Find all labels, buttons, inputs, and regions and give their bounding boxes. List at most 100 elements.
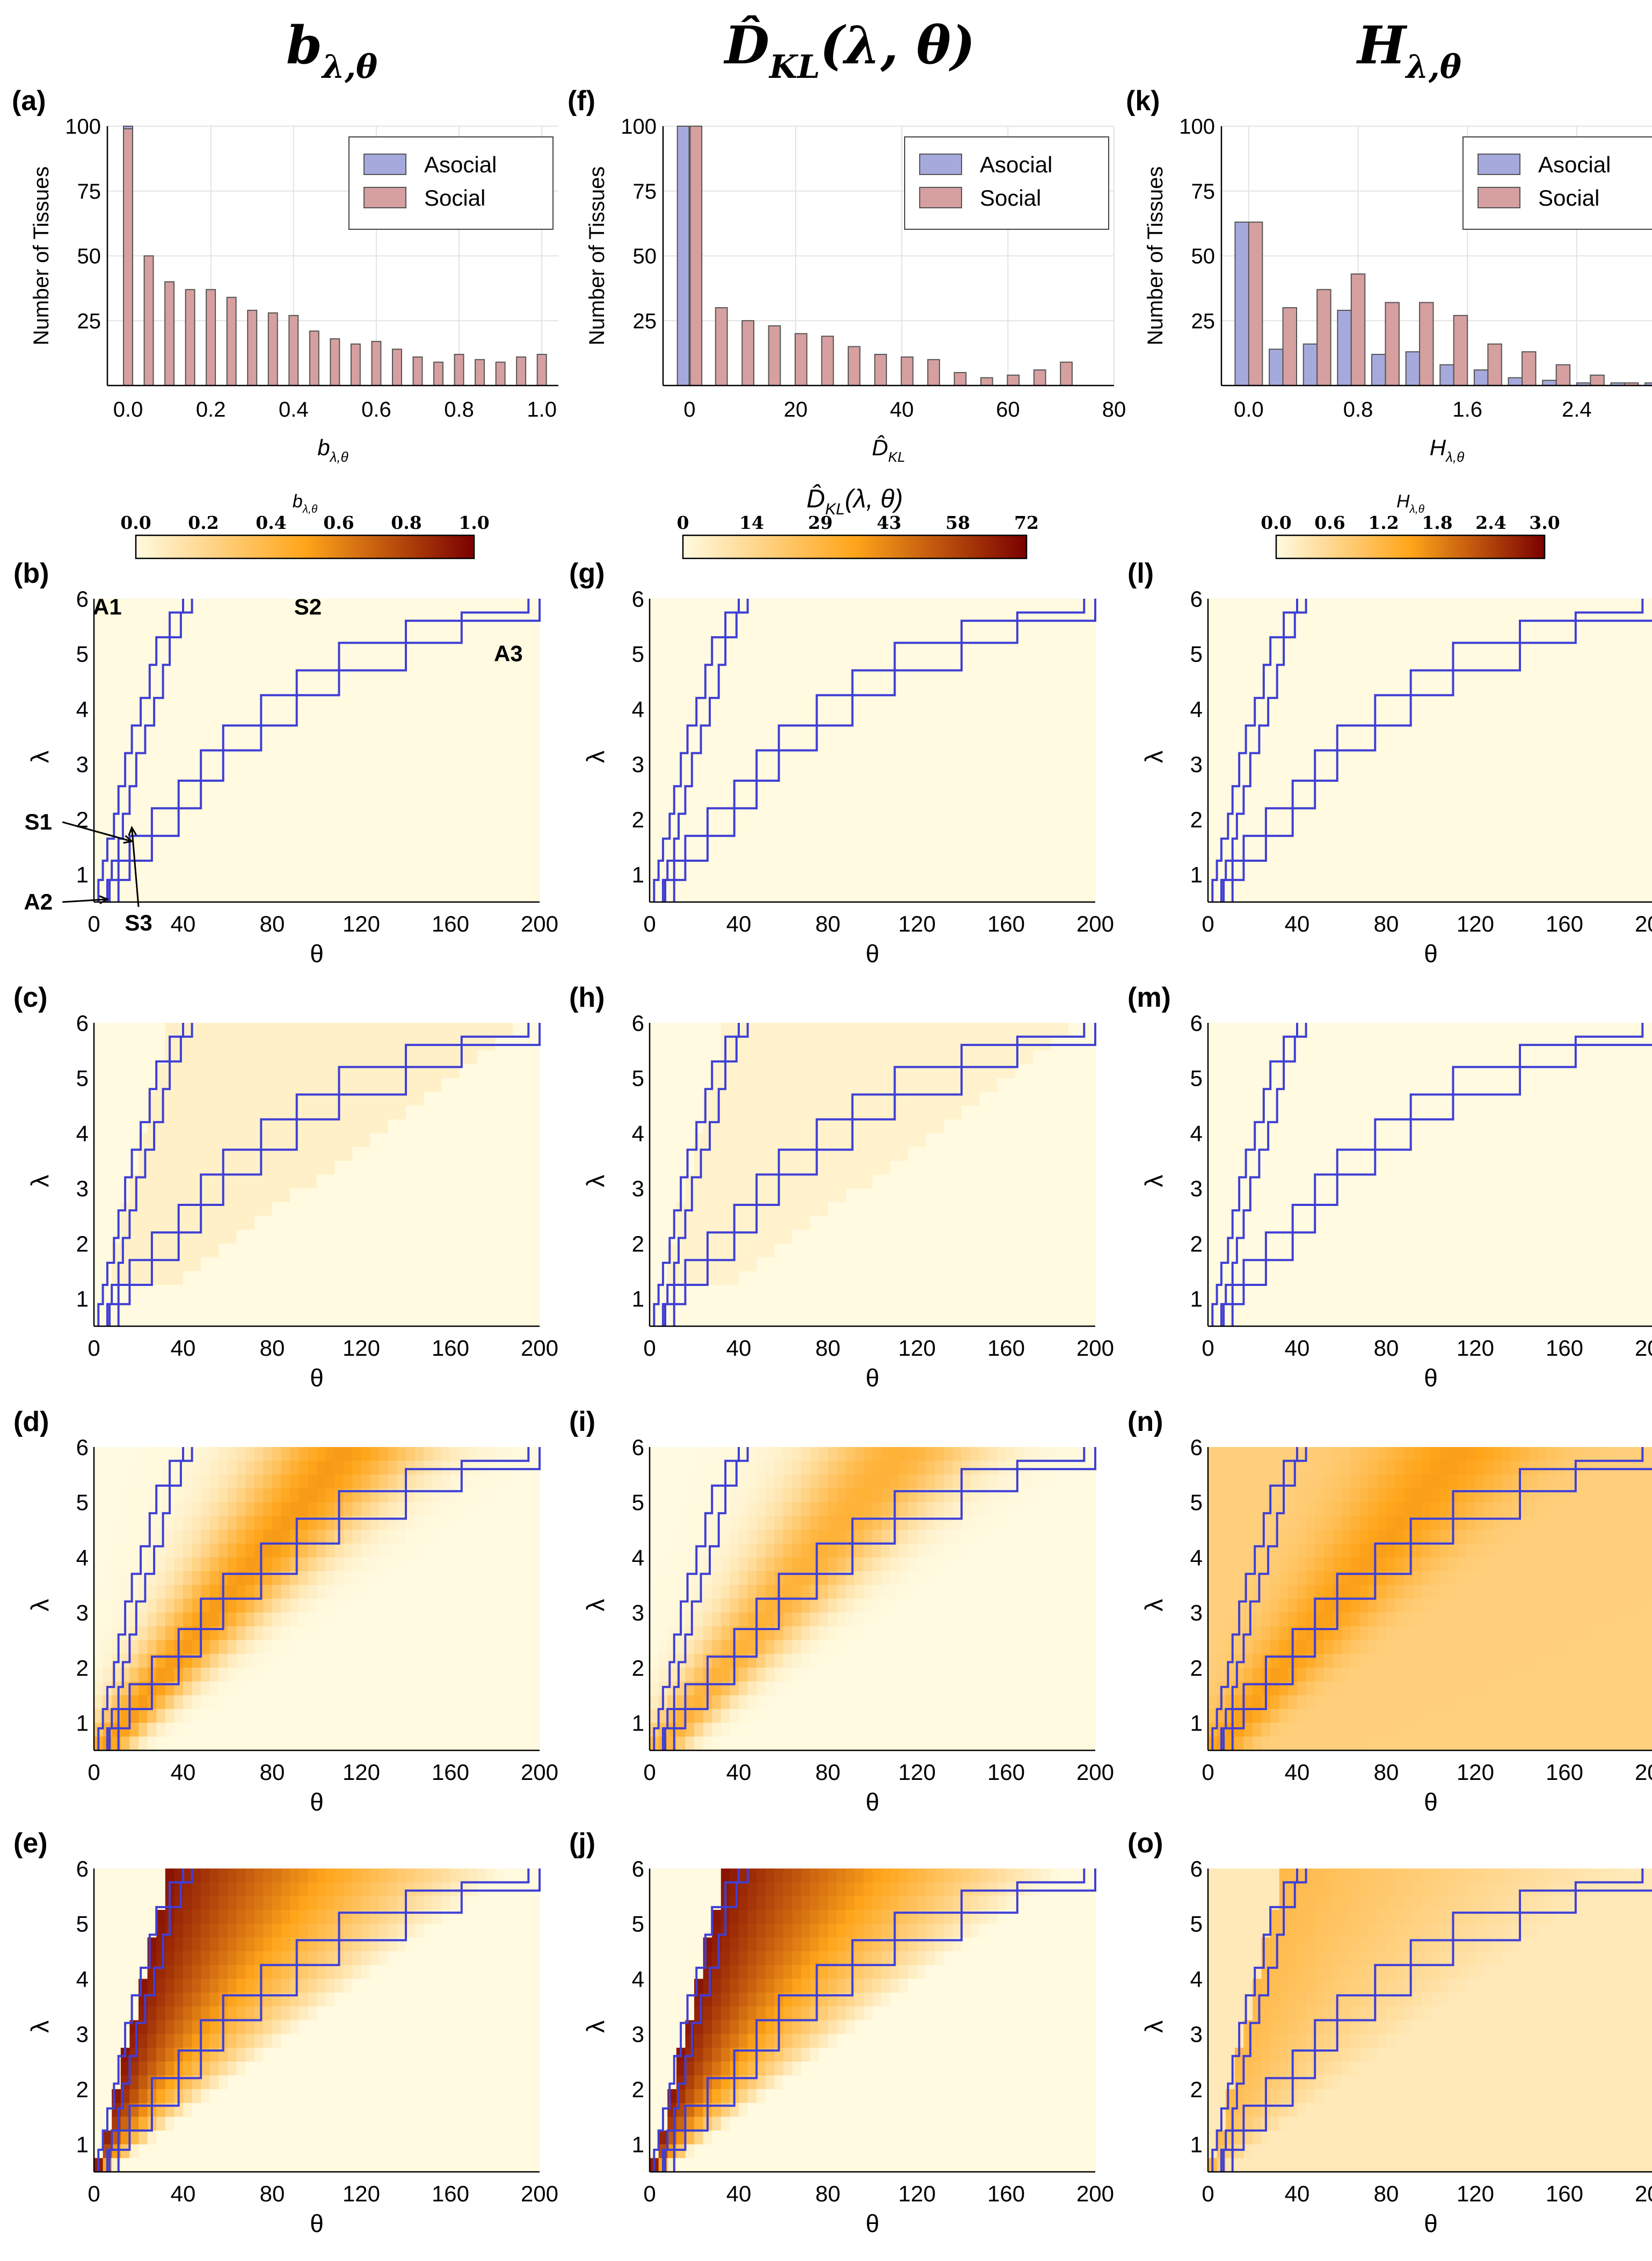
heatmap-cell	[1032, 805, 1042, 820]
heatmap-cell	[441, 750, 451, 765]
heatmap-cell	[1609, 888, 1619, 903]
heatmap-cell	[120, 612, 130, 627]
heatmap-cell	[1609, 612, 1619, 627]
heatmap-cell	[281, 1257, 290, 1271]
heatmap-cell	[147, 1133, 157, 1147]
heatmap-cell	[1368, 819, 1378, 834]
heatmap-cell	[685, 1023, 695, 1037]
heatmap-cell	[504, 1188, 513, 1203]
heatmap-cell	[228, 833, 237, 847]
heatmap-cell	[192, 1023, 201, 1037]
heatmap-cell	[343, 874, 353, 889]
heatmap-cell	[1431, 695, 1440, 710]
heatmap-cell	[183, 612, 193, 627]
heatmap-cell	[504, 805, 513, 820]
heatmap-cell	[112, 709, 121, 723]
heatmap-cell	[917, 888, 927, 903]
heatmap-cell	[997, 667, 1007, 682]
heatmap-cell	[228, 819, 237, 834]
heatmap-cell	[495, 777, 505, 793]
y-tick-label: 3	[632, 752, 644, 777]
heatmap-cell	[254, 764, 264, 779]
heatmap-cell	[103, 1160, 112, 1175]
heatmap-cell	[308, 1160, 317, 1175]
heatmap-cell	[147, 750, 157, 765]
heatmap-cell	[926, 791, 935, 806]
heatmap-cell	[139, 1078, 148, 1093]
heatmap-cell	[1288, 667, 1298, 682]
social-bar	[1555, 364, 1571, 386]
heatmap-cell	[477, 723, 486, 737]
heatmap-cell	[370, 1133, 380, 1147]
heatmap-cell	[988, 819, 998, 834]
heatmap-cell	[192, 1271, 201, 1285]
heatmap-cell	[397, 764, 406, 779]
heatmap-cell	[943, 599, 953, 613]
heatmap-cell	[1449, 791, 1458, 806]
heatmap-cell	[379, 626, 389, 641]
heatmap-cell	[317, 819, 326, 834]
heatmap-cell	[1315, 791, 1324, 806]
heatmap-cell	[530, 805, 540, 820]
heatmap-cell	[1086, 777, 1096, 793]
heatmap-cell	[1288, 764, 1298, 779]
heatmap-cell	[988, 805, 998, 820]
heatmap-cell	[908, 805, 918, 820]
heatmap-cell	[667, 1312, 677, 1327]
heatmap-cell	[792, 791, 802, 806]
heatmap-cell	[1644, 612, 1652, 627]
heatmap-cell	[756, 1147, 766, 1161]
heatmap-cell	[352, 1243, 362, 1258]
heatmap-cell	[183, 1036, 193, 1051]
heatmap-cell	[236, 1106, 246, 1120]
heatmap-cell	[1217, 599, 1226, 613]
heatmap-cell	[908, 874, 918, 889]
heatmap-cell	[801, 626, 811, 641]
social-bar	[1590, 374, 1605, 386]
social-bar	[288, 315, 299, 387]
heatmap-cell	[432, 653, 442, 668]
heatmap-cell	[290, 1216, 300, 1230]
heatmap-cell	[379, 888, 389, 903]
heatmap-cell	[1627, 612, 1636, 627]
heatmap-cell	[801, 847, 811, 861]
heatmap-cell	[872, 805, 882, 820]
heatmap-cell	[317, 1036, 326, 1051]
heatmap-cell	[756, 1216, 766, 1230]
heatmap-cell	[263, 681, 273, 696]
heatmap-cell	[1288, 653, 1298, 668]
heatmap-cell	[1359, 791, 1369, 806]
heatmap-cell	[120, 1147, 130, 1161]
heatmap-cell	[1609, 723, 1619, 737]
heatmap-cell	[836, 860, 846, 875]
heatmap-cell	[361, 1298, 371, 1313]
heatmap-cell	[801, 640, 811, 655]
heatmap-cell	[281, 1023, 290, 1037]
heatmap-cell	[756, 709, 766, 723]
heatmap-cell	[1564, 695, 1574, 710]
heatmap-cell	[174, 653, 184, 668]
heatmap-cell	[406, 1216, 416, 1230]
heatmap-cell	[1323, 847, 1333, 861]
heatmap-cell	[352, 653, 362, 668]
heatmap-cell	[1493, 791, 1503, 806]
heatmap-cell	[828, 791, 838, 806]
heatmap-cell	[836, 709, 846, 723]
heatmap-cell	[1006, 791, 1016, 806]
heatmap-cell	[521, 681, 531, 696]
heatmap-cell	[739, 1036, 748, 1051]
heatmap-cell	[263, 1160, 273, 1175]
heatmap-cell	[325, 1036, 335, 1051]
heatmap-cell	[352, 833, 362, 847]
heatmap-cell	[685, 1064, 695, 1079]
heatmap-cell	[209, 1174, 219, 1189]
heatmap-cell	[1059, 777, 1069, 793]
heatmap-cell	[156, 612, 166, 627]
social-bar	[954, 372, 967, 386]
heatmap-cell	[962, 599, 971, 613]
heatmap-cell	[863, 750, 873, 765]
heatmap-cell	[1261, 736, 1271, 751]
heatmap-cell	[112, 1216, 121, 1230]
heatmap-cell	[325, 1106, 335, 1120]
